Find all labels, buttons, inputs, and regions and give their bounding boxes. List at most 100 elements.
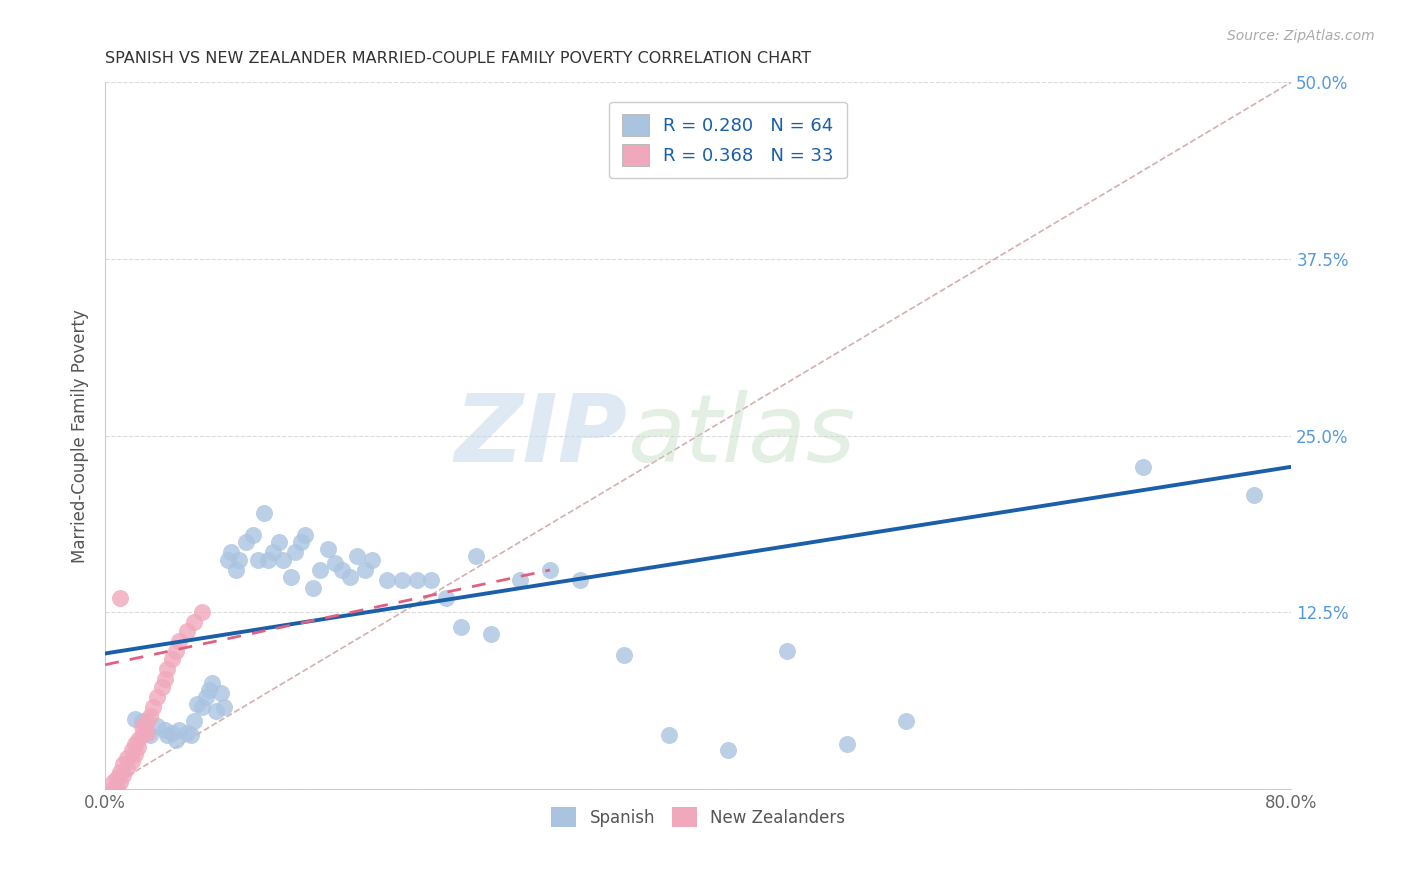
Text: SPANISH VS NEW ZEALANDER MARRIED-COUPLE FAMILY POVERTY CORRELATION CHART: SPANISH VS NEW ZEALANDER MARRIED-COUPLE … bbox=[105, 51, 811, 66]
Point bbox=[479, 626, 502, 640]
Point bbox=[267, 534, 290, 549]
Point bbox=[219, 544, 242, 558]
Point bbox=[405, 573, 427, 587]
Point bbox=[323, 556, 346, 570]
Point bbox=[776, 643, 799, 657]
Y-axis label: Married-Couple Family Poverty: Married-Couple Family Poverty bbox=[72, 309, 89, 563]
Point bbox=[176, 725, 198, 739]
Point bbox=[509, 573, 531, 587]
Point bbox=[242, 527, 264, 541]
Point bbox=[135, 725, 157, 739]
Point bbox=[153, 723, 176, 737]
Point bbox=[294, 527, 316, 541]
Point bbox=[217, 553, 239, 567]
Point bbox=[117, 751, 139, 765]
Point bbox=[108, 591, 131, 606]
Point bbox=[332, 563, 354, 577]
Text: ZIP: ZIP bbox=[454, 390, 627, 482]
Point bbox=[138, 708, 160, 723]
Point bbox=[124, 712, 146, 726]
Point bbox=[180, 729, 202, 743]
Point bbox=[262, 544, 284, 558]
Point bbox=[117, 761, 139, 775]
Point bbox=[205, 705, 228, 719]
Point bbox=[280, 570, 302, 584]
Point bbox=[198, 683, 221, 698]
Point bbox=[146, 690, 169, 705]
Point bbox=[228, 553, 250, 567]
Point bbox=[127, 732, 149, 747]
Point bbox=[165, 732, 187, 747]
Point bbox=[835, 737, 858, 751]
Point bbox=[257, 553, 280, 567]
Point bbox=[121, 742, 143, 756]
Point bbox=[420, 573, 443, 587]
Legend: Spanish, New Zealanders: Spanish, New Zealanders bbox=[544, 800, 852, 834]
Point bbox=[464, 549, 486, 563]
Point bbox=[160, 725, 183, 739]
Point bbox=[124, 737, 146, 751]
Point bbox=[235, 534, 257, 549]
Point bbox=[131, 718, 153, 732]
Point bbox=[146, 718, 169, 732]
Point bbox=[108, 775, 131, 789]
Text: Source: ZipAtlas.com: Source: ZipAtlas.com bbox=[1227, 29, 1375, 44]
Point bbox=[160, 652, 183, 666]
Point bbox=[201, 676, 224, 690]
Point bbox=[142, 700, 165, 714]
Point bbox=[1132, 459, 1154, 474]
Point bbox=[105, 771, 128, 785]
Point bbox=[568, 573, 591, 587]
Point bbox=[361, 553, 384, 567]
Point bbox=[339, 570, 361, 584]
Point bbox=[190, 700, 212, 714]
Point bbox=[183, 615, 205, 630]
Point bbox=[165, 643, 187, 657]
Point bbox=[131, 729, 153, 743]
Point bbox=[538, 563, 561, 577]
Point bbox=[1243, 488, 1265, 502]
Point bbox=[658, 729, 681, 743]
Point bbox=[169, 723, 191, 737]
Point bbox=[894, 714, 917, 729]
Point bbox=[105, 782, 128, 797]
Point bbox=[111, 756, 134, 771]
Point bbox=[225, 563, 247, 577]
Point bbox=[111, 768, 134, 782]
Point bbox=[150, 681, 173, 695]
Point bbox=[108, 765, 131, 780]
Point bbox=[284, 544, 307, 558]
Point bbox=[124, 747, 146, 761]
Point bbox=[183, 714, 205, 729]
Point bbox=[138, 729, 160, 743]
Point bbox=[434, 591, 457, 606]
Point bbox=[101, 782, 124, 797]
Point bbox=[186, 698, 208, 712]
Point bbox=[209, 686, 232, 700]
Point bbox=[613, 648, 636, 662]
Point bbox=[190, 606, 212, 620]
Point bbox=[127, 739, 149, 754]
Point bbox=[253, 507, 276, 521]
Point bbox=[156, 729, 179, 743]
Point bbox=[101, 775, 124, 789]
Point bbox=[717, 742, 740, 756]
Point bbox=[135, 714, 157, 729]
Point bbox=[156, 662, 179, 676]
Point bbox=[246, 553, 269, 567]
Point bbox=[316, 541, 339, 556]
Point bbox=[391, 573, 413, 587]
Point bbox=[153, 672, 176, 686]
Point bbox=[121, 754, 143, 768]
Point bbox=[176, 624, 198, 638]
Point bbox=[131, 714, 153, 729]
Point bbox=[195, 690, 218, 705]
Point bbox=[309, 563, 332, 577]
Point bbox=[169, 633, 191, 648]
Point bbox=[212, 700, 235, 714]
Point bbox=[450, 619, 472, 633]
Point bbox=[346, 549, 368, 563]
Point bbox=[271, 553, 294, 567]
Text: atlas: atlas bbox=[627, 390, 855, 481]
Point bbox=[290, 534, 312, 549]
